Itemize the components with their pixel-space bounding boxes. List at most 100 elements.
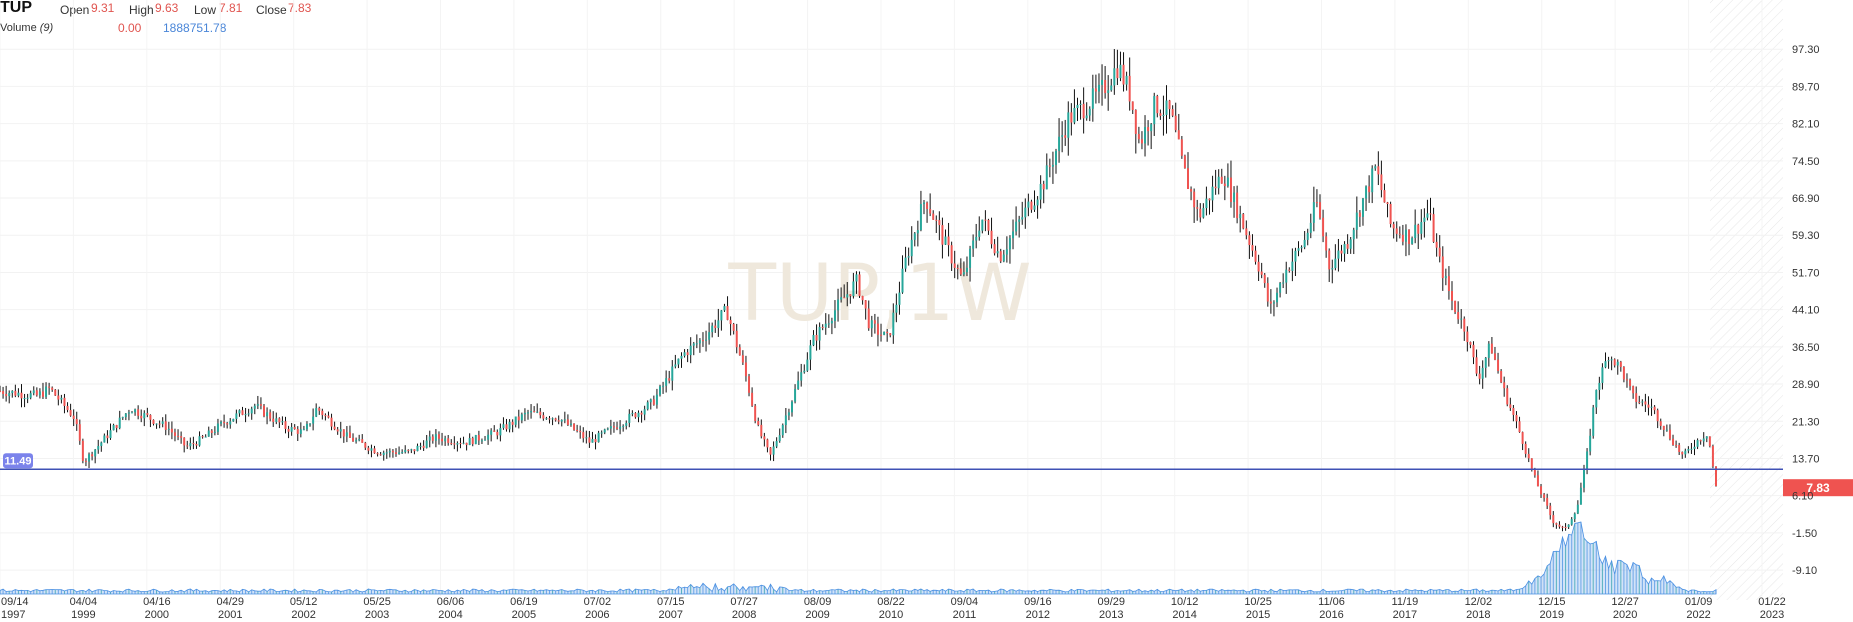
- candle-body: [1340, 250, 1343, 254]
- candle-body: [695, 343, 698, 345]
- price-tick-label: 97.30: [1792, 44, 1820, 56]
- candle-body: [146, 413, 149, 415]
- candle-body: [1297, 248, 1300, 251]
- candle-body: [431, 436, 434, 441]
- time-tick-date: 07/02: [584, 596, 612, 608]
- candle-body: [1196, 207, 1199, 209]
- candle-body: [806, 359, 809, 371]
- candle-body: [1625, 379, 1628, 381]
- candle-body: [183, 437, 186, 446]
- candle-body: [622, 425, 625, 427]
- candle-body: [293, 427, 296, 430]
- candle-body: [287, 428, 290, 432]
- candle-body: [1411, 238, 1414, 244]
- candle-body: [1552, 515, 1555, 524]
- candle-body: [876, 323, 879, 335]
- candle-body: [791, 401, 793, 413]
- candle-body: [1291, 261, 1294, 271]
- candle-body: [1082, 103, 1085, 119]
- candle-body: [1202, 208, 1205, 218]
- time-tick-date: 06/06: [437, 596, 465, 608]
- candle-body: [1460, 318, 1463, 320]
- candle-body: [1699, 440, 1702, 442]
- candle-body: [1665, 429, 1668, 431]
- volume-period: (9): [39, 22, 54, 34]
- candle-body: [195, 443, 198, 446]
- candle-body: [649, 399, 652, 403]
- level-line-group[interactable]: 11.49 7.83: [0, 453, 1853, 497]
- volume-label: Volume (9): [0, 22, 53, 34]
- candle-body: [170, 428, 173, 433]
- candle-body: [235, 413, 238, 419]
- candle-body: [775, 441, 778, 447]
- candle-body: [158, 423, 161, 425]
- time-tick-year: 2000: [145, 609, 169, 621]
- time-tick-year: 2014: [1172, 609, 1196, 621]
- price-axis[interactable]: 97.30 89.70 82.10 74.50 66.90 59.30 51.70 44.10…: [1792, 44, 1820, 577]
- time-tick-date: 01/22: [1758, 596, 1786, 608]
- candle-body: [701, 340, 704, 342]
- time-tick-date: 11/06: [1318, 596, 1345, 608]
- candle-body: [508, 421, 511, 430]
- candle-body: [1303, 239, 1306, 248]
- time-tick-year: 2015: [1246, 609, 1270, 621]
- price-tick-label: 28.90: [1792, 379, 1820, 391]
- candle-body: [17, 392, 20, 396]
- candle-body: [751, 392, 754, 406]
- candle-body: [1392, 224, 1395, 229]
- candle-body: [1672, 438, 1675, 445]
- candle-body: [830, 320, 833, 324]
- candle-body: [1177, 130, 1180, 140]
- candle-body: [1478, 373, 1481, 379]
- candle-body: [352, 437, 355, 442]
- candle-body: [1610, 359, 1613, 361]
- candle-body: [385, 452, 388, 454]
- candle-body: [668, 378, 671, 381]
- candle-body: [1328, 250, 1331, 270]
- candle-body: [8, 393, 11, 397]
- candle-body: [901, 268, 904, 293]
- price-tick-label: 82.10: [1792, 119, 1820, 131]
- candle-body: [1595, 390, 1598, 408]
- price-tick-label: 36.50: [1792, 342, 1820, 354]
- candle-body: [20, 392, 23, 399]
- candle-body: [1263, 274, 1266, 284]
- candle-body: [1466, 331, 1469, 343]
- price-tick-label: 21.30: [1792, 416, 1820, 428]
- candle-body: [480, 440, 483, 442]
- candle-body: [266, 412, 269, 417]
- candle-body: [407, 449, 410, 451]
- candle-body: [1524, 443, 1527, 454]
- candle-body: [1681, 451, 1684, 455]
- candle-body: [800, 372, 803, 381]
- level-badge-label: 11.49: [5, 455, 32, 467]
- candle-body: [1374, 166, 1377, 169]
- candle-body: [671, 366, 674, 381]
- candle-body: [797, 380, 800, 389]
- time-tick-year: 2018: [1466, 609, 1490, 621]
- candle-body: [1024, 207, 1027, 218]
- candle-body: [232, 418, 235, 422]
- symbol-label[interactable]: TUP: [0, 0, 32, 16]
- candle-body: [947, 236, 950, 246]
- candle-body: [837, 299, 840, 311]
- candle-body: [784, 415, 787, 426]
- candle-body: [1144, 127, 1147, 144]
- candle-body: [434, 434, 437, 441]
- candle-body: [569, 423, 572, 425]
- candle-body: [198, 436, 201, 446]
- candle-body: [1045, 165, 1048, 190]
- time-tick-year: 2010: [879, 609, 903, 621]
- candle-body: [514, 416, 517, 425]
- candle-body: [1515, 414, 1518, 422]
- candle-body: [591, 439, 594, 443]
- level-badge[interactable]: [3, 453, 33, 469]
- candle-body: [207, 430, 210, 437]
- candle-body: [548, 418, 551, 420]
- candle-body: [1355, 212, 1358, 230]
- candle-body: [907, 256, 910, 258]
- time-tick-date: 05/25: [363, 596, 391, 608]
- candle-body: [969, 248, 972, 268]
